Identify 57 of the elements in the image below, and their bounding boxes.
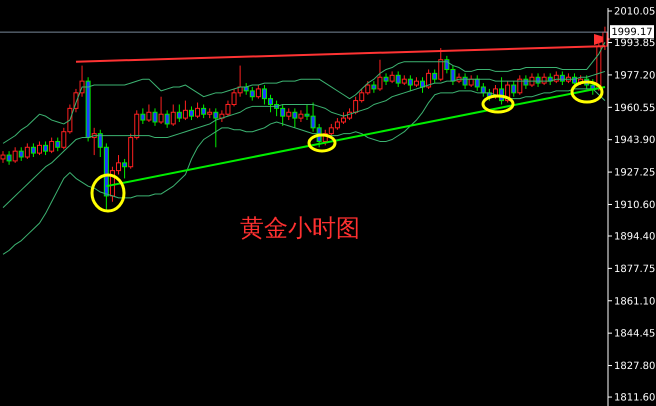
candlestick: [188, 106, 194, 121]
candlestick: [30, 142, 36, 158]
candlestick: [213, 108, 218, 148]
candlestick: [122, 158, 128, 179]
candlestick: [170, 104, 176, 126]
y-tick-label: 1877.75: [614, 264, 656, 275]
candlestick: [511, 80, 516, 98]
candlestick: [468, 74, 474, 88]
y-tick-label: 1927.25: [614, 168, 656, 179]
candlestick: [176, 104, 182, 122]
candlestick: [55, 137, 60, 152]
candlestick: [158, 96, 164, 124]
candlestick: [152, 108, 158, 126]
candlestick: [12, 146, 18, 164]
candlestick: [432, 68, 438, 84]
candlestick: [517, 74, 522, 96]
candlestick: [438, 48, 444, 82]
candlestick: [195, 102, 200, 119]
candlestick: [396, 70, 401, 88]
ref-line-label: 1999.17: [611, 27, 653, 38]
candlestick: [402, 74, 407, 86]
y-tick-label: 1811.60: [614, 392, 656, 404]
y-tick-label: 1960.55: [614, 102, 656, 114]
candlestick: [377, 59, 382, 92]
candlestick: [292, 108, 298, 128]
candlestick: [286, 108, 292, 121]
y-tick-label: 1861.10: [614, 296, 656, 308]
candlestick: [6, 150, 12, 166]
candlestick: [49, 137, 54, 154]
candlestick: [371, 80, 376, 94]
candlestick: [18, 146, 24, 162]
y-tick-label: 1977.20: [614, 70, 656, 82]
y-tick-label: 1943.90: [614, 135, 656, 146]
candlestick: [384, 72, 389, 86]
candlestick: [408, 74, 413, 92]
candlestick: [43, 140, 48, 156]
candlestick: [182, 100, 188, 121]
candlestick: [207, 108, 212, 119]
y-tick-label: 1894.40: [614, 232, 656, 243]
candlestick: [146, 104, 152, 122]
candlestick: [36, 140, 42, 156]
candlestick: [164, 110, 170, 128]
y-tick-label: 2010.05: [614, 6, 656, 18]
candlestick: [426, 68, 432, 90]
y-tick-label: 1827.80: [614, 361, 656, 372]
candlestick: [256, 84, 261, 100]
candlestick: [140, 108, 146, 124]
y-tick-label: 1993.85: [614, 38, 656, 50]
candlestick: [24, 142, 30, 160]
y-tick-label: 1910.60: [614, 200, 656, 212]
y-tick-label: 1844.45: [614, 328, 656, 340]
candlestick: [420, 76, 426, 94]
candlestick: [414, 76, 419, 88]
candlestick: [298, 110, 304, 122]
candlestick: [201, 104, 206, 119]
annotation: 黄金小时图: [240, 213, 360, 244]
candlestick: [390, 70, 395, 84]
